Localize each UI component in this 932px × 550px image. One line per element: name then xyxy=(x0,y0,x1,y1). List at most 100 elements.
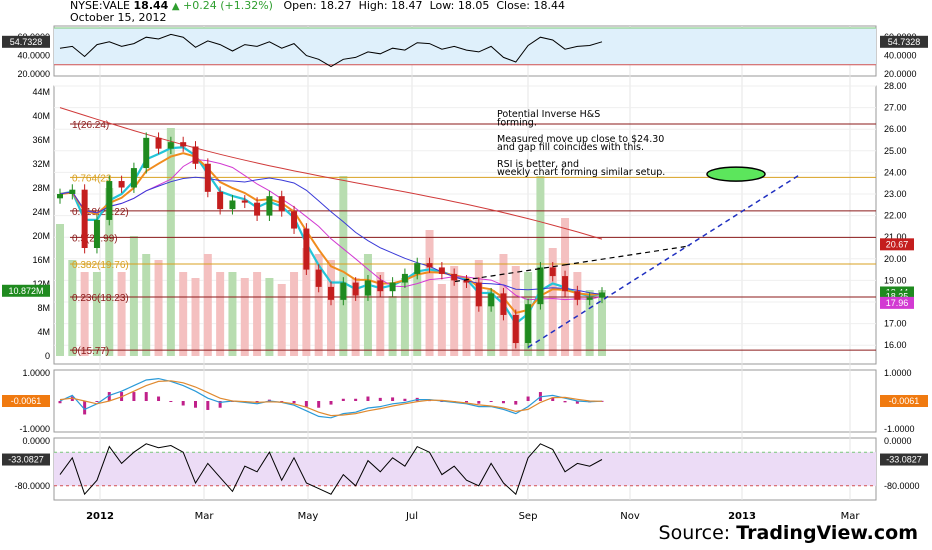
fib-level-label: 0.618(22.22) xyxy=(72,207,129,218)
candle-body xyxy=(537,267,544,305)
macd-histogram-bar xyxy=(144,392,148,401)
candle-body xyxy=(204,163,211,192)
candle-body xyxy=(512,314,519,344)
candle-body xyxy=(81,189,88,248)
volume-bar xyxy=(573,272,582,356)
volume-bar xyxy=(68,260,77,356)
candle-body xyxy=(438,267,445,274)
volume-tick-left: 32M xyxy=(32,159,50,169)
candle-body xyxy=(192,146,199,164)
volume-bar xyxy=(339,176,348,356)
high-value: 18.47 xyxy=(391,0,423,12)
annotation-line: RSI is better, and xyxy=(497,159,579,170)
macd-histogram-bar xyxy=(292,401,296,404)
wr-badge-left xyxy=(2,453,50,466)
annotation-line: and gap fill coincides with this. xyxy=(497,142,644,153)
macd-histogram-bar xyxy=(181,401,185,406)
volume-bar xyxy=(154,260,163,356)
macd-histogram-bar xyxy=(267,399,271,401)
chart-date: October 15, 2012 xyxy=(70,11,167,24)
volume-tick-left: 24M xyxy=(32,207,50,217)
volume-bar xyxy=(129,236,138,356)
annotation-line: Measured move up close to $24.30 xyxy=(497,134,664,145)
price-tick-right: 16.00 xyxy=(884,340,907,350)
source-brand: TradingView.com xyxy=(736,522,918,544)
candle-body xyxy=(488,293,495,307)
volume-tick-left: 44M xyxy=(32,87,50,97)
volume-bar xyxy=(277,284,286,356)
volume-bar xyxy=(105,188,114,356)
target-ellipse xyxy=(706,166,766,182)
macd-value-left: -0.0061 xyxy=(11,396,42,406)
volume-tick-left: 36M xyxy=(32,135,50,145)
up-arrow-icon: ▲ xyxy=(171,1,180,12)
volume-bar xyxy=(413,272,422,356)
candle-body xyxy=(364,280,371,296)
chart-header: NYSE:VALE 18.44 ▲ +0.24 (+1.32%) Open: 1… xyxy=(70,0,565,23)
macd-histogram-bar xyxy=(403,398,407,401)
rsi-line xyxy=(59,33,603,68)
macd-histogram-bar xyxy=(575,401,579,404)
rsi-tick-left: 40.0000 xyxy=(17,51,50,61)
x-tick-label: Sep xyxy=(519,511,538,522)
candle-body xyxy=(500,293,507,315)
volume-bar xyxy=(179,272,188,356)
low-label: Low: xyxy=(429,0,455,12)
macd-histogram-bar xyxy=(477,401,481,404)
price-tick-right: 21.00 xyxy=(884,232,907,242)
volume-bar xyxy=(56,224,64,356)
macd-histogram-bar xyxy=(514,401,518,405)
candle-body xyxy=(143,137,150,169)
source-credit: Source: TradingView.com xyxy=(659,522,918,544)
macd-histogram-bar xyxy=(280,401,284,402)
x-tick-label: Mar xyxy=(841,511,861,522)
candle-body xyxy=(291,211,298,229)
macd-tick-left: 1.0000 xyxy=(22,368,50,378)
volume-tick-left: 4M xyxy=(37,327,50,337)
x-tick-label: Jul xyxy=(405,511,418,522)
x-tick-label: 2012 xyxy=(86,511,114,522)
neckline-dashed xyxy=(454,264,566,283)
price-badge-label: 20.67 xyxy=(886,239,909,249)
price-tick-right: 27.00 xyxy=(884,103,907,113)
candle-body xyxy=(525,304,532,344)
macd-badge-right xyxy=(880,395,928,407)
rsi-value-left: 54.7328 xyxy=(10,37,43,47)
volume-bar xyxy=(92,272,101,356)
volume-bar xyxy=(203,254,212,356)
candle-body xyxy=(303,228,310,270)
volume-bar xyxy=(80,272,89,356)
candle-body xyxy=(586,297,593,300)
candle-body xyxy=(549,267,556,277)
macd-histogram-bar xyxy=(83,401,87,415)
wr-tick-left: 0.0000 xyxy=(22,436,50,446)
volume-bar xyxy=(240,278,249,356)
volume-bar xyxy=(265,278,274,356)
price-tick-right: 26.00 xyxy=(884,124,907,134)
volume-bar xyxy=(228,272,237,356)
annotation-line: forming. xyxy=(497,117,537,128)
macd-histogram-bar xyxy=(95,401,99,402)
wr-band xyxy=(54,452,876,486)
price-badge-label: 17.96 xyxy=(886,298,909,308)
macd-histogram-bar xyxy=(489,401,493,402)
volume-tick-left: 0 xyxy=(45,351,50,361)
last-price: 18.44 xyxy=(133,0,169,12)
wr-tick-left: -80.0000 xyxy=(14,481,50,491)
rsi-tick-right: 40.0000 xyxy=(884,51,917,61)
annotation-line: weekly chart forming similar setup. xyxy=(497,167,665,178)
volume-bar xyxy=(351,278,360,356)
candle-body xyxy=(599,292,605,298)
macd-line xyxy=(59,377,603,419)
price-tick-right: 17.00 xyxy=(884,319,907,329)
price-tick-right: 24.00 xyxy=(884,167,907,177)
williams-r-line xyxy=(59,443,603,496)
macd-histogram-bar xyxy=(526,396,530,401)
macd-badge-left xyxy=(2,395,50,407)
candle-body xyxy=(574,291,581,300)
macd-histogram-bar xyxy=(341,398,345,401)
candle-body xyxy=(93,219,100,248)
fib-level-label: 0(15.77) xyxy=(72,346,109,357)
volume-bar xyxy=(142,254,151,356)
